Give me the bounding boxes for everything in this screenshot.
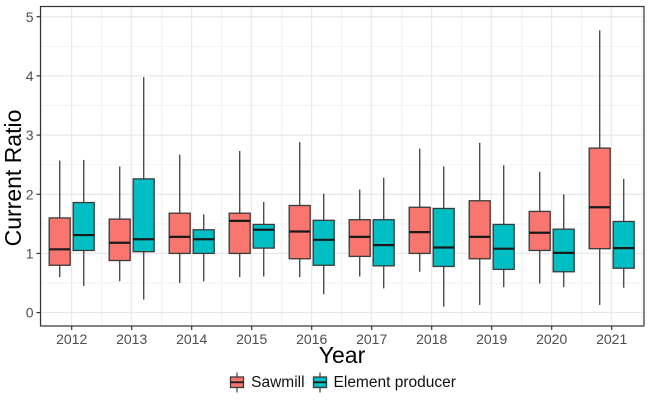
iqr-box [408, 206, 431, 255]
y-tick-label: 5 [26, 9, 34, 25]
iqr-box [528, 210, 551, 252]
legend-label-element-producer: Element producer [333, 373, 456, 391]
panel-frame [39, 5, 645, 327]
iqr-box [192, 229, 215, 255]
box-element-producer-2021 [612, 178, 635, 288]
legend-key-sawmill-boxplot-icon [229, 372, 245, 393]
y-tick-label: 1 [26, 245, 34, 261]
y-tick-label: 3 [26, 127, 34, 143]
iqr-box [132, 178, 155, 253]
x-tick-label: 2016 [296, 331, 327, 347]
iqr-box [372, 219, 395, 267]
y-tick-label: 4 [26, 68, 34, 84]
iqr-box [252, 223, 275, 249]
iqr-box [48, 217, 71, 266]
box-element-producer-2018 [432, 166, 455, 307]
box-sawmill-2019 [468, 142, 491, 305]
y-axis-title: Current Ratio [0, 110, 26, 247]
box-element-producer-2014 [192, 214, 215, 282]
x-tick-label: 2018 [416, 331, 447, 347]
box-element-producer-2013 [132, 77, 155, 300]
box-sawmill-2012 [48, 160, 71, 278]
box-element-producer-2015 [252, 201, 275, 277]
x-tick-label: 2020 [536, 331, 567, 347]
x-tick-label: 2019 [476, 331, 507, 347]
box-sawmill-2016 [288, 142, 311, 278]
y-tick-label: 0 [26, 305, 34, 321]
x-tick-label: 2015 [236, 331, 267, 347]
box-sawmill-2014 [168, 154, 191, 284]
iqr-box [612, 220, 635, 269]
axis-ticks-and-labels: 0 1 2 3 4 5 2012 2013 2014 2015 2016 2017 2018 2019 20… [26, 9, 628, 347]
iqr-box [168, 212, 191, 255]
box-element-producer-2016 [312, 193, 335, 295]
x-tick-label: 2013 [116, 331, 147, 347]
y-tick-label: 2 [26, 186, 34, 202]
iqr-box [588, 147, 611, 250]
box-element-producer-2017 [372, 177, 395, 289]
gridlines [40, 6, 644, 326]
x-tick-label: 2014 [176, 331, 207, 347]
box-sawmill-2018 [408, 148, 431, 272]
x-axis-title: Year [319, 342, 366, 368]
legend: Sawmill Element producer [40, 366, 644, 399]
iqr-box [228, 212, 251, 255]
x-tick-label: 2021 [596, 331, 627, 347]
iqr-box [492, 223, 515, 271]
box-element-producer-2012 [72, 159, 95, 286]
box-element-producer-2020 [552, 194, 575, 288]
panel-border [39, 5, 645, 327]
x-tick-label: 2012 [56, 331, 87, 347]
x-tick-label: 2017 [356, 331, 387, 347]
legend-item-sawmill[interactable]: Sawmill [228, 372, 305, 393]
iqr-box [72, 201, 95, 252]
iqr-box [468, 200, 491, 260]
box-element-producer-2019 [492, 165, 515, 288]
legend-key-element-producer-boxplot-icon [312, 372, 327, 393]
box-sawmill-2020 [528, 171, 551, 284]
iqr-box [552, 228, 575, 273]
iqr-box [108, 218, 131, 262]
iqr-box [432, 207, 455, 268]
boxplots [48, 30, 635, 307]
iqr-box [348, 219, 371, 258]
legend-label-sawmill: Sawmill [251, 373, 305, 391]
boxplot-chart-canvas: 0 1 2 3 4 5 2012 2013 2014 2015 2016 2017 2018 2019 20… [0, 5, 645, 368]
box-sawmill-2017 [348, 189, 371, 277]
iqr-box [312, 219, 335, 266]
box-sawmill-2015 [228, 151, 251, 278]
box-sawmill-2021 [588, 30, 611, 305]
box-sawmill-2013 [108, 166, 131, 282]
legend-item-element-producer[interactable]: Element producer [311, 372, 456, 393]
